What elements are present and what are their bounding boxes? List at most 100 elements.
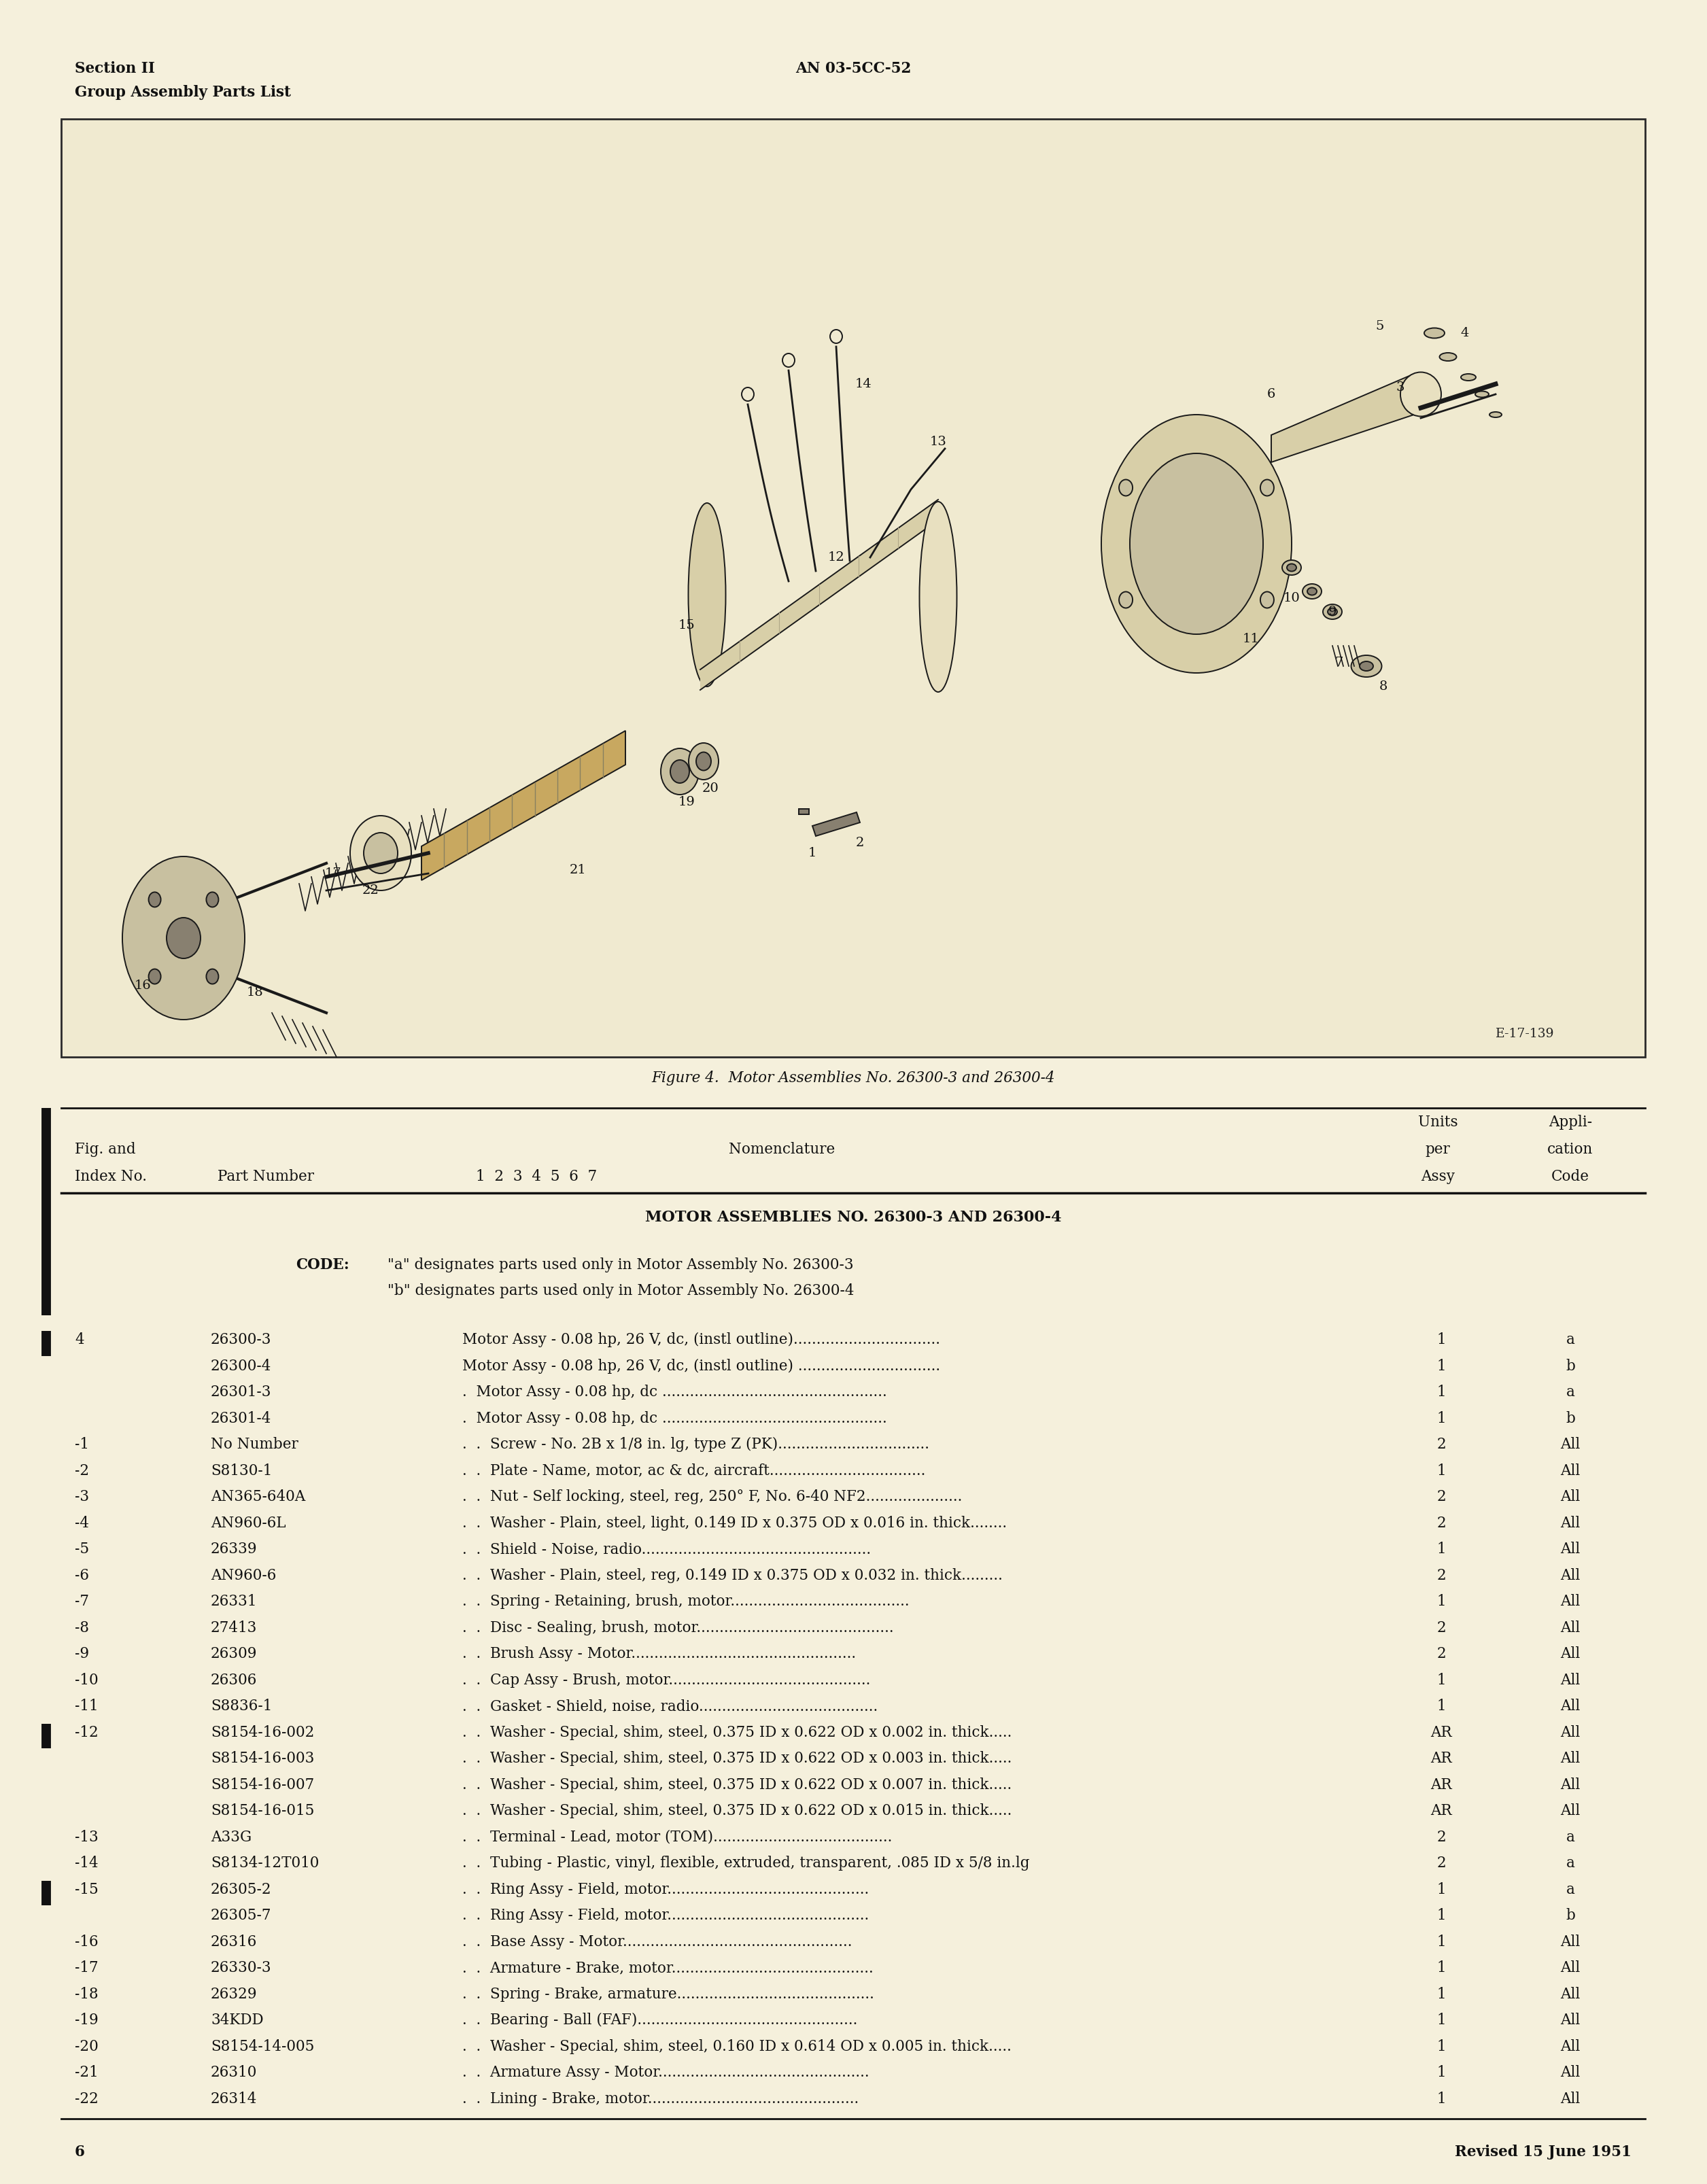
Text: 26316: 26316: [210, 1935, 258, 1948]
Text: 26309: 26309: [210, 1647, 258, 1662]
Ellipse shape: [149, 970, 160, 985]
Text: All: All: [1560, 1804, 1581, 1819]
Ellipse shape: [167, 917, 200, 959]
Text: -1: -1: [75, 1437, 89, 1452]
Ellipse shape: [207, 970, 218, 985]
Ellipse shape: [364, 832, 398, 874]
Text: .  .  Base Assy - Motor..................................................: . . Base Assy - Motor...................…: [463, 1935, 852, 1948]
Text: .  .  Washer - Special, shim, steel, 0.375 ID x 0.622 OD x 0.015 in. thick.....: . . Washer - Special, shim, steel, 0.375…: [463, 1804, 1012, 1819]
Text: 2: 2: [1437, 1437, 1446, 1452]
Text: -6: -6: [75, 1568, 89, 1583]
Ellipse shape: [696, 751, 712, 771]
Ellipse shape: [1287, 563, 1296, 572]
Text: Code: Code: [1552, 1168, 1589, 1184]
Text: -2: -2: [75, 1463, 89, 1479]
Text: 1: 1: [1437, 1594, 1446, 1610]
Text: All: All: [1560, 1699, 1581, 1714]
Text: -3: -3: [75, 1489, 89, 1505]
Ellipse shape: [1475, 391, 1489, 397]
Text: 6: 6: [1267, 389, 1275, 400]
Text: All: All: [1560, 2066, 1581, 2079]
Text: All: All: [1560, 1542, 1581, 1557]
Text: 1: 1: [807, 847, 816, 858]
Text: 8: 8: [1379, 681, 1388, 692]
Text: All: All: [1560, 1752, 1581, 1767]
Text: .  .  Shield - Noise, radio..................................................: . . Shield - Noise, radio...............…: [463, 1542, 871, 1557]
Text: 26310: 26310: [210, 2066, 258, 2079]
Text: 26329: 26329: [210, 1987, 258, 2001]
Text: .  .  Spring - Brake, armature...........................................: . . Spring - Brake, armature............…: [463, 1987, 874, 2001]
Text: All: All: [1560, 1647, 1581, 1662]
Ellipse shape: [207, 891, 218, 906]
Text: 1: 1: [1437, 1358, 1446, 1374]
Ellipse shape: [1352, 655, 1381, 677]
Text: 2: 2: [1437, 1830, 1446, 1845]
Text: .  .  Armature Assy - Motor..............................................: . . Armature Assy - Motor...............…: [463, 2066, 869, 2079]
Text: 21: 21: [570, 865, 586, 876]
Text: Index No.: Index No.: [75, 1168, 147, 1184]
Text: a: a: [1565, 1332, 1576, 1348]
Text: 27413: 27413: [210, 1621, 258, 1636]
Text: 4: 4: [75, 1332, 84, 1348]
Text: .  .  Ring Assy - Field, motor............................................: . . Ring Assy - Field, motor............…: [463, 1909, 869, 1922]
Text: All: All: [1560, 1594, 1581, 1610]
Text: CODE:: CODE:: [295, 1258, 350, 1273]
Text: All: All: [1560, 1961, 1581, 1974]
Text: .  .  Washer - Special, shim, steel, 0.375 ID x 0.622 OD x 0.007 in. thick.....: . . Washer - Special, shim, steel, 0.375…: [463, 1778, 1012, 1793]
Text: 11: 11: [1243, 633, 1260, 644]
Text: 1: 1: [1437, 1883, 1446, 1898]
Polygon shape: [700, 500, 939, 690]
Text: -17: -17: [75, 1961, 99, 1974]
Text: Assy: Assy: [1420, 1168, 1454, 1184]
Polygon shape: [1272, 373, 1413, 463]
Text: .  .  Ring Assy - Field, motor............................................: . . Ring Assy - Field, motor............…: [463, 1883, 869, 1898]
Text: A33G: A33G: [210, 1830, 251, 1845]
Text: 1: 1: [1437, 1463, 1446, 1479]
Text: 1: 1: [1437, 1987, 1446, 2001]
Ellipse shape: [688, 502, 725, 686]
Polygon shape: [813, 812, 860, 836]
Text: 1: 1: [1437, 1909, 1446, 1922]
Text: .  Motor Assy - 0.08 hp, dc .................................................: . Motor Assy - 0.08 hp, dc .............…: [463, 1385, 888, 1400]
Ellipse shape: [1260, 592, 1273, 607]
Ellipse shape: [350, 815, 411, 891]
Text: AN960-6: AN960-6: [210, 1568, 277, 1583]
Text: 1: 1: [1437, 2040, 1446, 2053]
Text: Part Number: Part Number: [217, 1168, 314, 1184]
Polygon shape: [422, 732, 625, 880]
Text: -15: -15: [75, 1883, 99, 1898]
Text: -22: -22: [75, 2092, 99, 2105]
Text: Nomenclature: Nomenclature: [729, 1142, 835, 1158]
Ellipse shape: [688, 743, 719, 780]
Text: -11: -11: [75, 1699, 99, 1714]
Text: 3: 3: [1396, 382, 1405, 393]
Text: All: All: [1560, 1987, 1581, 2001]
Ellipse shape: [1120, 480, 1133, 496]
Text: 22: 22: [362, 885, 379, 898]
Text: -9: -9: [75, 1647, 89, 1662]
Text: 26305-7: 26305-7: [210, 1909, 271, 1922]
Text: -14: -14: [75, 1856, 99, 1872]
Text: a: a: [1565, 1883, 1576, 1898]
Text: .  .  Brush Assy - Motor.................................................: . . Brush Assy - Motor..................…: [463, 1647, 855, 1662]
Text: Section II: Section II: [75, 61, 155, 76]
Text: S8134-12T010: S8134-12T010: [210, 1856, 319, 1872]
Text: AN 03-5CC-52: AN 03-5CC-52: [795, 61, 912, 76]
Text: .  .  Tubing - Plastic, vinyl, flexible, extruded, transparent, .085 ID x 5/8 in: . . Tubing - Plastic, vinyl, flexible, e…: [463, 1856, 1029, 1872]
Text: 1: 1: [1437, 2066, 1446, 2079]
Text: All: All: [1560, 2014, 1581, 2027]
Text: b: b: [1565, 1358, 1576, 1374]
Text: .  .  Armature - Brake, motor............................................: . . Armature - Brake, motor.............…: [463, 1961, 874, 1974]
Text: S8154-16-002: S8154-16-002: [210, 1725, 314, 1741]
Text: -13: -13: [75, 1830, 99, 1845]
Text: 7: 7: [1335, 657, 1343, 668]
Text: 26300-4: 26300-4: [210, 1358, 271, 1374]
Text: .  .  Terminal - Lead, motor (TOM).......................................: . . Terminal - Lead, motor (TOM)........…: [463, 1830, 893, 1845]
Text: 1: 1: [1437, 1935, 1446, 1948]
Text: -7: -7: [75, 1594, 89, 1610]
Text: All: All: [1560, 2092, 1581, 2105]
Text: 2: 2: [855, 836, 864, 850]
Text: -20: -20: [75, 2040, 99, 2053]
Text: S8154-16-007: S8154-16-007: [210, 1778, 314, 1793]
Text: AN960-6L: AN960-6L: [210, 1516, 285, 1531]
